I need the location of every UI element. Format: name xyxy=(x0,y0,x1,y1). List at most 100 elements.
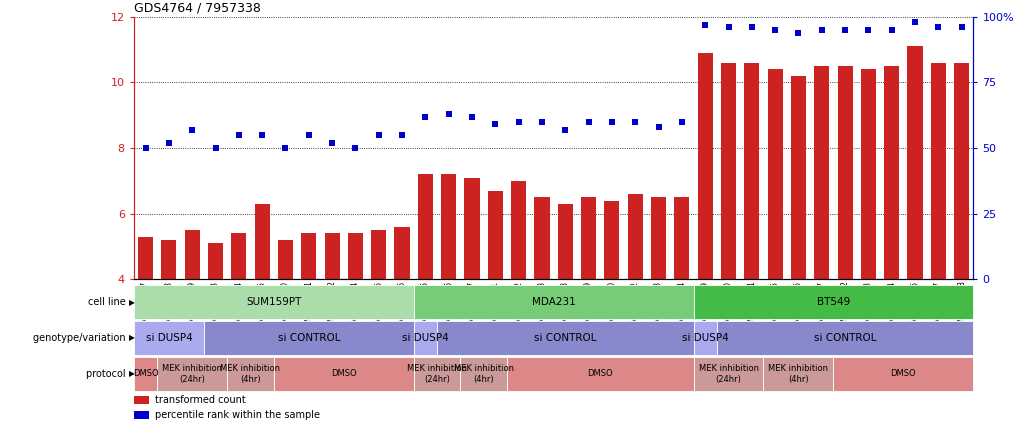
Bar xyxy=(507,357,693,391)
Point xyxy=(744,24,760,31)
Text: ▶: ▶ xyxy=(129,369,135,379)
Bar xyxy=(441,174,456,279)
Point xyxy=(137,145,153,151)
Text: si DUSP4: si DUSP4 xyxy=(682,333,728,343)
Bar xyxy=(465,178,480,279)
Text: ▶: ▶ xyxy=(129,333,135,343)
Text: MEK inhibition
(4hr): MEK inhibition (4hr) xyxy=(453,364,514,384)
Text: SUM159PT: SUM159PT xyxy=(246,297,302,307)
Bar xyxy=(134,411,149,419)
Bar xyxy=(651,197,666,279)
Text: DMSO: DMSO xyxy=(133,369,159,379)
Text: DMSO: DMSO xyxy=(891,369,917,379)
Bar xyxy=(884,66,899,279)
Text: si DUSP4: si DUSP4 xyxy=(402,333,449,343)
Text: si DUSP4: si DUSP4 xyxy=(145,333,193,343)
Text: DMSO: DMSO xyxy=(587,369,613,379)
Point xyxy=(231,132,247,138)
Bar xyxy=(488,191,503,279)
Bar xyxy=(204,321,414,355)
Bar xyxy=(460,357,507,391)
Bar xyxy=(535,197,550,279)
Bar xyxy=(833,357,973,391)
Point xyxy=(207,145,224,151)
Text: MEK inhibition
(4hr): MEK inhibition (4hr) xyxy=(768,364,828,384)
Bar xyxy=(418,174,433,279)
Point xyxy=(347,145,364,151)
Bar xyxy=(134,357,158,391)
Point xyxy=(254,132,271,138)
Bar xyxy=(693,321,717,355)
Bar xyxy=(371,230,386,279)
Bar xyxy=(138,236,153,279)
Text: cell line: cell line xyxy=(88,297,129,307)
Bar xyxy=(134,396,149,404)
Bar xyxy=(274,357,414,391)
Point xyxy=(301,132,317,138)
Text: BT549: BT549 xyxy=(817,297,850,307)
Bar xyxy=(228,357,274,391)
Point xyxy=(580,118,596,125)
Bar xyxy=(627,194,643,279)
Point xyxy=(161,140,177,146)
Point xyxy=(720,24,736,31)
Point xyxy=(790,29,806,36)
Bar xyxy=(745,63,759,279)
Bar xyxy=(184,230,200,279)
Text: transformed count: transformed count xyxy=(154,395,245,405)
Text: MEK inhibition
(24hr): MEK inhibition (24hr) xyxy=(407,364,467,384)
Point xyxy=(884,27,900,33)
Point xyxy=(650,124,666,130)
Point xyxy=(954,24,970,31)
Point xyxy=(393,132,410,138)
Bar xyxy=(693,357,763,391)
Point xyxy=(557,126,574,133)
Bar xyxy=(324,233,340,279)
Bar xyxy=(208,243,224,279)
Bar xyxy=(581,197,596,279)
Point xyxy=(277,145,294,151)
Bar xyxy=(763,357,833,391)
Point xyxy=(814,27,830,33)
Bar xyxy=(861,69,875,279)
Text: percentile rank within the sample: percentile rank within the sample xyxy=(154,410,320,420)
Bar xyxy=(162,240,176,279)
Point xyxy=(930,24,947,31)
Point xyxy=(674,118,690,125)
Text: GDS4764 / 7957338: GDS4764 / 7957338 xyxy=(134,2,261,15)
Text: MEK inhibition
(24hr): MEK inhibition (24hr) xyxy=(162,364,222,384)
Bar xyxy=(931,63,946,279)
Bar xyxy=(767,69,783,279)
Text: si CONTROL: si CONTROL xyxy=(277,333,340,343)
Bar xyxy=(437,321,693,355)
Point xyxy=(417,113,434,120)
Point xyxy=(184,126,201,133)
Point xyxy=(697,22,714,28)
Bar xyxy=(717,321,973,355)
Point xyxy=(487,121,504,128)
Point xyxy=(534,118,550,125)
Text: protocol: protocol xyxy=(85,369,129,379)
Bar xyxy=(791,76,806,279)
Bar xyxy=(301,233,316,279)
Point xyxy=(767,27,784,33)
Text: MDA231: MDA231 xyxy=(531,297,576,307)
Bar xyxy=(837,66,853,279)
Bar xyxy=(134,321,204,355)
Bar xyxy=(954,63,969,279)
Point xyxy=(511,118,527,125)
Text: MEK inhibition
(24hr): MEK inhibition (24hr) xyxy=(698,364,758,384)
Text: ▶: ▶ xyxy=(129,297,135,307)
Bar xyxy=(675,197,689,279)
Bar xyxy=(697,53,713,279)
Bar xyxy=(605,201,619,279)
Bar xyxy=(557,204,573,279)
Text: si CONTROL: si CONTROL xyxy=(534,333,596,343)
Bar xyxy=(693,285,973,319)
Point xyxy=(906,19,923,25)
Bar xyxy=(348,233,363,279)
Point xyxy=(323,140,340,146)
Bar xyxy=(414,321,437,355)
Bar xyxy=(394,227,410,279)
Point xyxy=(464,113,480,120)
